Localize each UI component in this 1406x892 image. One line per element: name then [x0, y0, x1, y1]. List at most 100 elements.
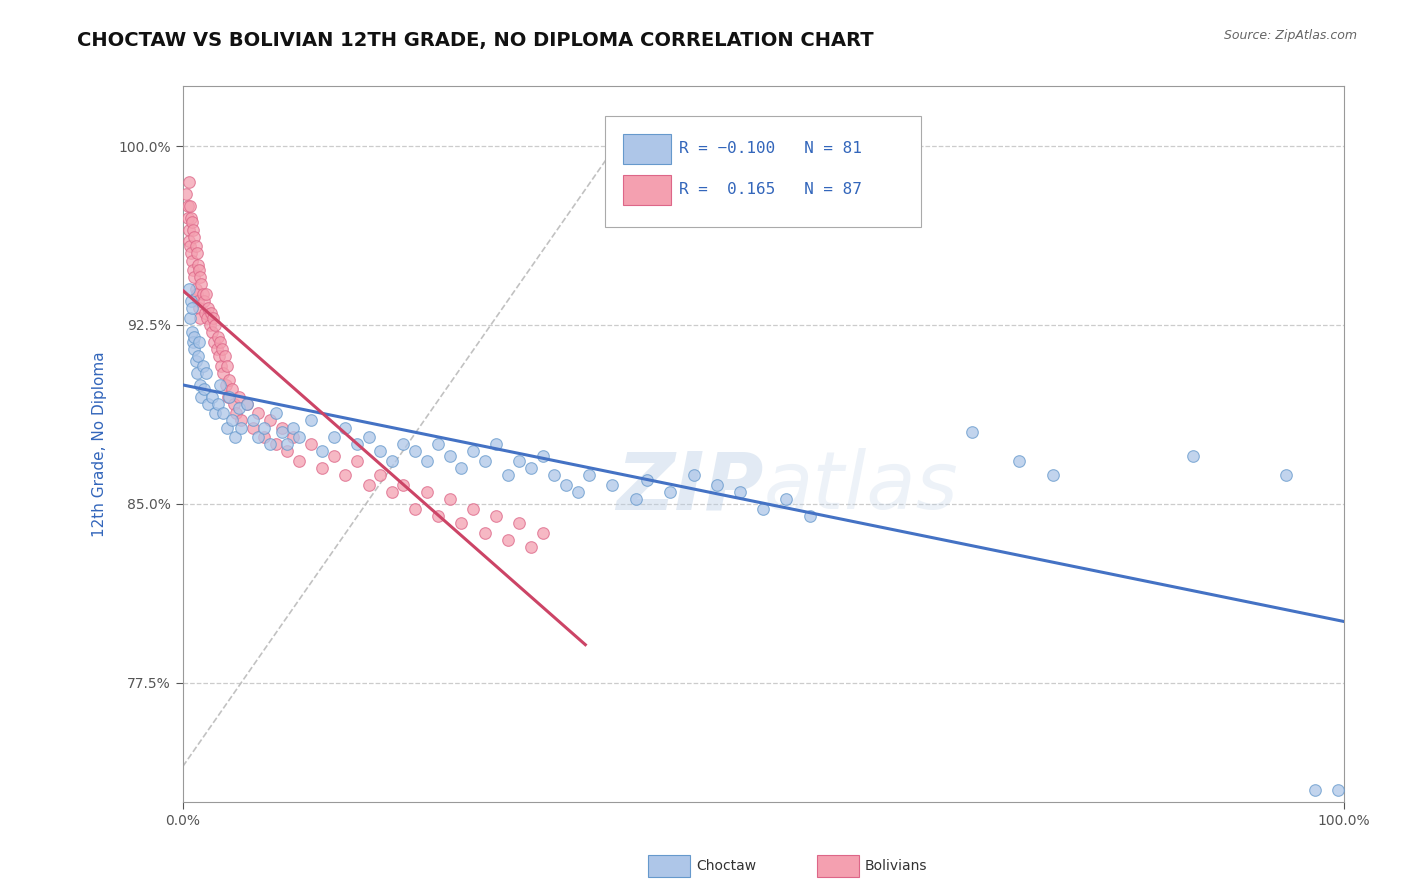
Point	[225, 406, 247, 420]
Point	[439, 492, 461, 507]
Point	[259, 413, 281, 427]
Point	[221, 413, 243, 427]
Point	[242, 420, 264, 434]
Point	[183, 342, 205, 356]
Point	[217, 390, 239, 404]
Point	[520, 461, 543, 475]
Point	[264, 437, 287, 451]
Point	[197, 397, 219, 411]
Point	[247, 430, 270, 444]
Text: atlas: atlas	[763, 448, 957, 526]
Point	[270, 420, 292, 434]
Point	[193, 294, 215, 309]
Point	[253, 430, 276, 444]
Point	[415, 485, 437, 500]
Point	[392, 437, 415, 451]
Point	[207, 330, 229, 344]
Point	[381, 485, 404, 500]
Point	[288, 454, 311, 468]
Point	[195, 287, 218, 301]
Point	[247, 406, 270, 420]
Point	[204, 318, 226, 332]
Point	[190, 390, 212, 404]
Point	[188, 301, 211, 316]
Point	[1326, 783, 1348, 797]
Point	[752, 501, 775, 516]
Point	[799, 508, 821, 523]
Point	[211, 342, 233, 356]
Point	[180, 211, 202, 225]
Point	[179, 199, 201, 213]
Text: Source: ZipAtlas.com: Source: ZipAtlas.com	[1223, 29, 1357, 42]
Text: R =  0.165   N = 87: R = 0.165 N = 87	[679, 183, 862, 197]
Point	[485, 508, 508, 523]
Point	[184, 282, 207, 296]
Point	[179, 239, 201, 253]
Point	[193, 383, 215, 397]
Point	[728, 485, 751, 500]
Point	[508, 516, 530, 530]
Point	[205, 342, 228, 356]
Text: R = −0.100   N = 81: R = −0.100 N = 81	[679, 142, 862, 156]
Point	[229, 413, 252, 427]
Point	[531, 525, 554, 540]
Point	[215, 420, 238, 434]
Point	[208, 334, 231, 349]
Point	[221, 383, 243, 397]
Point	[222, 397, 245, 411]
Text: Choctaw: Choctaw	[696, 859, 756, 873]
Point	[602, 478, 624, 492]
Point	[299, 413, 322, 427]
Point	[190, 277, 212, 292]
Point	[357, 478, 380, 492]
Point	[202, 334, 225, 349]
Point	[184, 353, 207, 368]
Point	[461, 444, 484, 458]
Point	[357, 430, 380, 444]
Point	[427, 437, 450, 451]
Point	[191, 287, 214, 301]
Point	[404, 444, 426, 458]
Point	[474, 454, 496, 468]
Point	[176, 186, 198, 201]
Point	[180, 294, 202, 309]
Point	[439, 449, 461, 463]
Point	[215, 377, 238, 392]
Point	[567, 485, 589, 500]
Text: ZIP: ZIP	[616, 448, 763, 526]
Point	[311, 444, 333, 458]
Point	[183, 270, 205, 285]
Point	[186, 287, 208, 301]
Point	[531, 449, 554, 463]
Point	[187, 294, 209, 309]
Point	[194, 306, 217, 320]
Point	[195, 366, 218, 380]
Point	[288, 430, 311, 444]
Point	[181, 301, 204, 316]
Point	[200, 306, 222, 320]
Point	[554, 478, 576, 492]
Point	[474, 525, 496, 540]
Point	[177, 222, 200, 236]
Point	[461, 501, 484, 516]
Point	[335, 420, 357, 434]
Point	[636, 473, 658, 487]
Point	[181, 263, 204, 277]
Point	[392, 478, 415, 492]
Point	[346, 454, 368, 468]
Point	[177, 282, 200, 296]
Point	[191, 359, 214, 373]
Point	[520, 540, 543, 554]
Point	[177, 175, 200, 189]
Point	[368, 468, 391, 483]
Point	[187, 258, 209, 272]
Point	[381, 454, 404, 468]
Point	[229, 420, 252, 434]
Point	[1181, 449, 1204, 463]
Point	[218, 390, 240, 404]
Point	[485, 437, 508, 451]
Point	[276, 444, 298, 458]
Point	[624, 492, 647, 507]
Point	[1007, 454, 1029, 468]
Point	[181, 334, 204, 349]
